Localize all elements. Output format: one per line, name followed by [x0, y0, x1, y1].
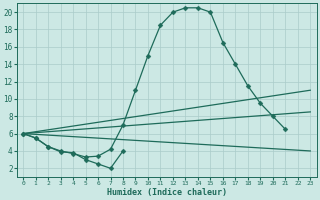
- X-axis label: Humidex (Indice chaleur): Humidex (Indice chaleur): [107, 188, 227, 197]
